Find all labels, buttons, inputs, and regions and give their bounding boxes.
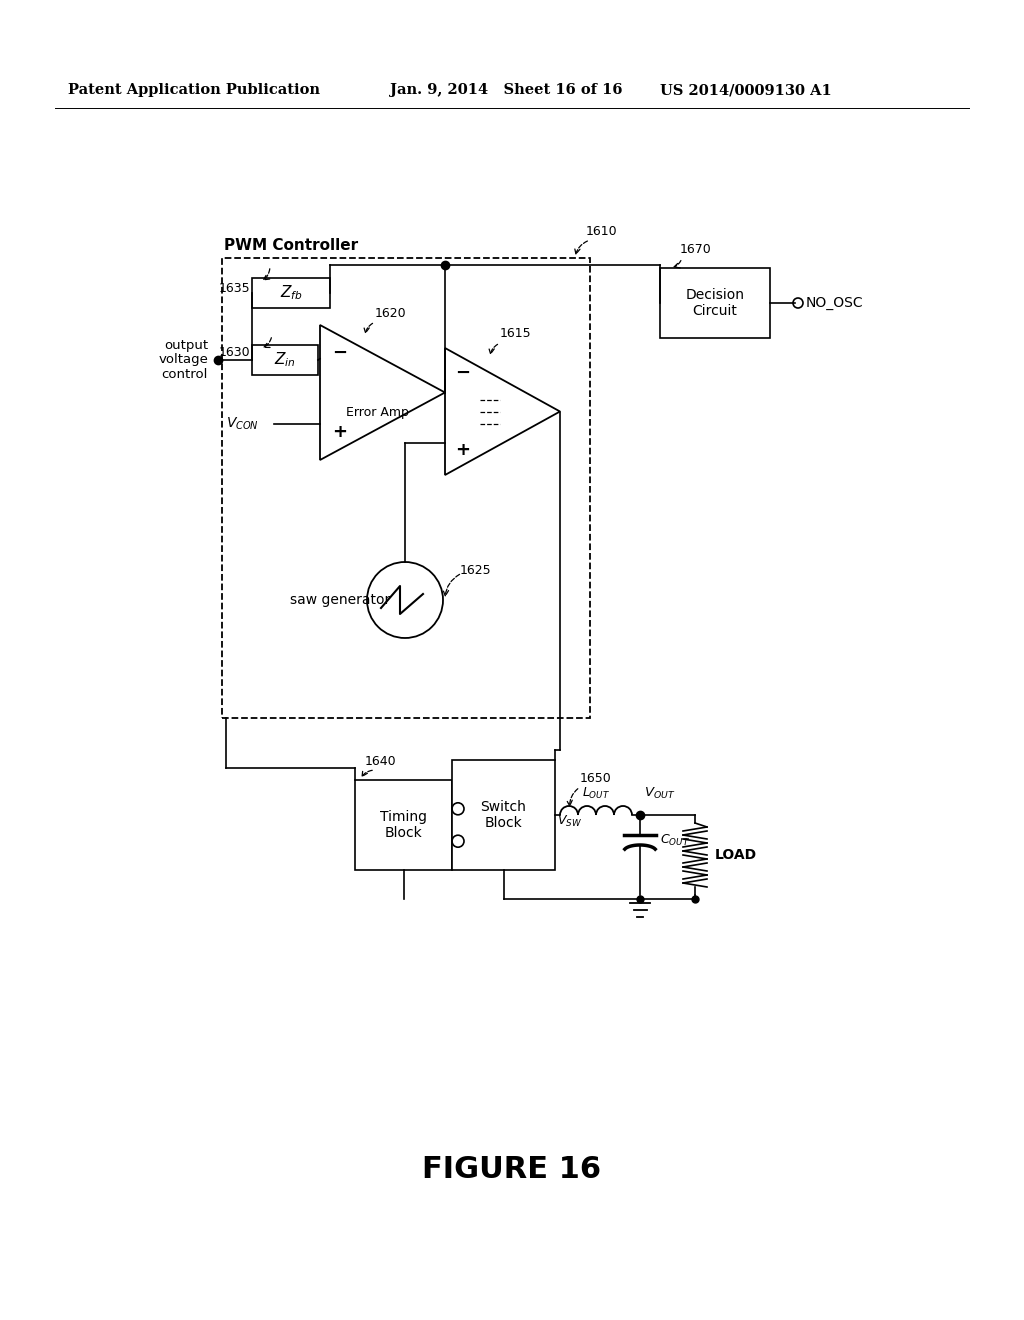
Text: Switch
Block: Switch Block <box>480 800 526 830</box>
Text: +: + <box>456 441 470 459</box>
Text: Error Amp: Error Amp <box>346 407 409 418</box>
Text: NO_OSC: NO_OSC <box>806 296 863 310</box>
FancyBboxPatch shape <box>355 780 452 870</box>
Text: 1625: 1625 <box>460 564 492 577</box>
Text: 1620: 1620 <box>375 308 407 319</box>
Text: Timing
Block: Timing Block <box>380 810 427 840</box>
Text: PWM Controller: PWM Controller <box>224 238 358 253</box>
FancyBboxPatch shape <box>252 279 330 308</box>
Text: $V_{OUT}$: $V_{OUT}$ <box>644 785 676 801</box>
Text: 1670: 1670 <box>680 243 712 256</box>
Text: 1640: 1640 <box>365 755 396 768</box>
Text: Decision
Circuit: Decision Circuit <box>685 288 744 318</box>
Text: 1650: 1650 <box>580 772 611 785</box>
Text: US 2014/0009130 A1: US 2014/0009130 A1 <box>660 83 831 96</box>
Text: 1615: 1615 <box>500 327 531 341</box>
Text: Patent Application Publication: Patent Application Publication <box>68 83 319 96</box>
Text: −: − <box>456 364 471 381</box>
FancyBboxPatch shape <box>660 268 770 338</box>
Text: LOAD: LOAD <box>715 847 757 862</box>
Text: FIGURE 16: FIGURE 16 <box>423 1155 601 1184</box>
FancyBboxPatch shape <box>452 760 555 870</box>
Text: saw generator: saw generator <box>290 593 390 607</box>
Text: Jan. 9, 2014   Sheet 16 of 16: Jan. 9, 2014 Sheet 16 of 16 <box>390 83 623 96</box>
Text: 1630: 1630 <box>218 346 250 359</box>
Text: $Z_{in}$: $Z_{in}$ <box>274 351 296 370</box>
FancyBboxPatch shape <box>252 345 318 375</box>
Text: output
voltage
control: output voltage control <box>158 338 208 381</box>
Text: +: + <box>333 422 347 441</box>
Text: $C_{OUT}$: $C_{OUT}$ <box>660 833 690 847</box>
Text: −: − <box>333 345 347 362</box>
Text: $L_{OUT}$: $L_{OUT}$ <box>582 785 610 801</box>
Text: $V_{CON}$: $V_{CON}$ <box>226 416 259 432</box>
Text: 1610: 1610 <box>586 224 617 238</box>
Text: $Z_{fb}$: $Z_{fb}$ <box>280 284 302 302</box>
Text: $V_{SW}$: $V_{SW}$ <box>557 814 582 829</box>
Text: 1635: 1635 <box>218 281 250 294</box>
